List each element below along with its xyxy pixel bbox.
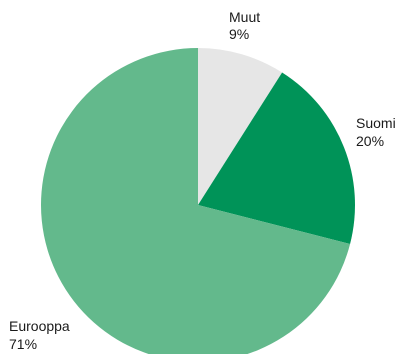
- slice-label-suomi-name: Suomi: [356, 115, 396, 131]
- slice-label-muut-value: 9%: [229, 26, 249, 42]
- slice-label-muut: Muut 9%: [229, 9, 264, 42]
- slice-label-eurooppa-value: 71%: [9, 336, 37, 352]
- slice-label-suomi: Suomi 20%: [356, 115, 400, 149]
- pie-slice-suomi: [198, 72, 356, 245]
- pie-slice-muut: [198, 48, 283, 205]
- slice-label-eurooppa: Eurooppa 71%: [9, 318, 74, 352]
- pie-slice-eurooppa: [41, 48, 351, 354]
- pie-slices: [41, 48, 356, 354]
- slice-label-eurooppa-name: Eurooppa: [9, 318, 70, 334]
- slice-label-muut-name: Muut: [229, 9, 260, 25]
- slice-label-suomi-value: 20%: [356, 133, 384, 149]
